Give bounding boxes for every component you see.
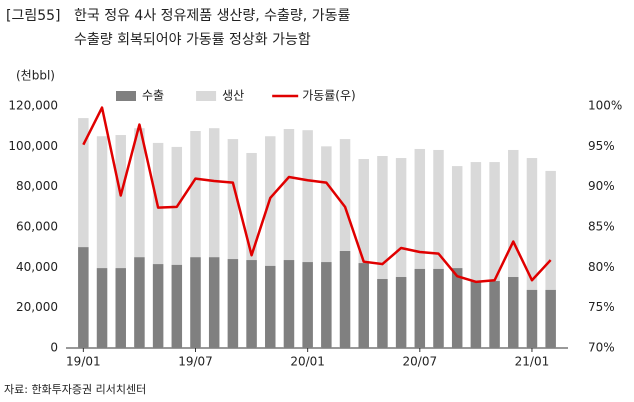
bar bbox=[208, 257, 220, 348]
bar bbox=[433, 268, 444, 348]
legend-swatch bbox=[116, 91, 136, 101]
bar bbox=[302, 262, 313, 348]
bar bbox=[526, 158, 538, 348]
bar bbox=[358, 263, 369, 348]
bar bbox=[470, 162, 482, 348]
bar bbox=[414, 148, 426, 348]
y2-tick-label: 90% bbox=[588, 179, 615, 193]
bar bbox=[489, 281, 500, 348]
bar bbox=[283, 128, 295, 348]
bar bbox=[358, 159, 369, 348]
y-tick-label: 60,000 bbox=[16, 220, 58, 234]
bar bbox=[489, 162, 500, 348]
bar bbox=[246, 260, 257, 348]
bar bbox=[265, 136, 276, 348]
bar bbox=[545, 289, 556, 348]
bar bbox=[339, 250, 351, 348]
bar bbox=[526, 289, 538, 348]
y-tick-label: 120,000 bbox=[8, 99, 58, 113]
y-unit: (천bbl) bbox=[16, 68, 55, 83]
bar bbox=[96, 136, 108, 348]
x-tick-label: 19/01 bbox=[66, 355, 101, 369]
bar bbox=[377, 156, 388, 348]
bar bbox=[508, 277, 519, 348]
line bbox=[82, 106, 552, 284]
bar bbox=[451, 166, 463, 348]
y-tick-label: 0 bbox=[50, 341, 58, 355]
bar bbox=[414, 268, 426, 348]
bar bbox=[78, 118, 89, 348]
y2-tick-label: 75% bbox=[588, 300, 615, 314]
bar bbox=[451, 268, 463, 348]
y-tick-label: 80,000 bbox=[16, 179, 58, 193]
y-tick-label: 40,000 bbox=[16, 260, 58, 274]
bar bbox=[134, 257, 145, 348]
bar bbox=[152, 142, 164, 348]
legend-swatch bbox=[196, 91, 217, 101]
chart-title: 한국 정유 4사 정유제품 생산량, 수출량, 가동률 bbox=[74, 8, 350, 24]
bar bbox=[171, 264, 183, 348]
bar bbox=[395, 158, 407, 348]
bar bbox=[190, 257, 201, 348]
bar bbox=[321, 262, 332, 348]
y-tick-label: 20,000 bbox=[16, 300, 58, 314]
chart-subtitle: 수출량 회복되어야 가동률 정상화 가능함 bbox=[74, 32, 311, 48]
bar bbox=[545, 170, 556, 348]
legend-label: 수출 bbox=[142, 89, 164, 103]
legend-label: 생산 bbox=[222, 89, 244, 103]
bar bbox=[283, 260, 295, 348]
bar bbox=[78, 247, 89, 348]
bar bbox=[508, 149, 519, 348]
bar bbox=[171, 146, 183, 348]
bar bbox=[152, 264, 164, 348]
x-tick-label: 20/07 bbox=[403, 355, 438, 369]
bar bbox=[470, 281, 482, 348]
bar bbox=[115, 135, 126, 348]
y2-tick-label: 100% bbox=[588, 99, 622, 113]
legend-label: 가동률(우) bbox=[302, 89, 356, 103]
bar bbox=[190, 131, 201, 348]
figure-label: [그림55] bbox=[6, 8, 61, 24]
bar bbox=[377, 279, 388, 348]
bar bbox=[227, 139, 239, 348]
bar bbox=[265, 265, 276, 348]
bar bbox=[395, 277, 407, 348]
y2-tick-label: 85% bbox=[588, 220, 615, 234]
bar bbox=[227, 259, 239, 348]
x-tick-label: 19/07 bbox=[178, 355, 213, 369]
bar bbox=[115, 268, 126, 348]
bar bbox=[321, 146, 332, 348]
y-tick-label: 100,000 bbox=[8, 139, 58, 153]
bar bbox=[302, 130, 313, 348]
x-tick-label: 21/01 bbox=[515, 355, 550, 369]
bar bbox=[208, 128, 220, 348]
bar bbox=[339, 139, 351, 348]
y2-tick-label: 80% bbox=[588, 260, 615, 274]
bar bbox=[134, 128, 145, 348]
y2-tick-label: 70% bbox=[588, 341, 615, 355]
x-tick-label: 20/01 bbox=[290, 355, 325, 369]
y2-tick-label: 95% bbox=[588, 139, 615, 153]
source: 자료: 한화투자증권 리서치센터 bbox=[4, 383, 146, 396]
bar bbox=[96, 268, 108, 348]
bar bbox=[433, 149, 444, 348]
